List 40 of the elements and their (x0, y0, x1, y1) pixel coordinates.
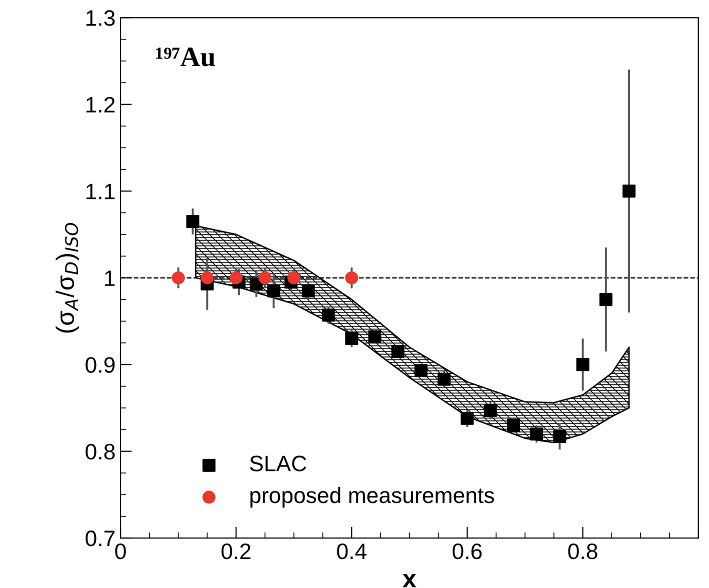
point (599, 293, 612, 306)
point (172, 271, 185, 284)
point (576, 358, 590, 372)
point (414, 364, 428, 378)
x-tick-label: 0.6 (452, 543, 482, 560)
point (460, 412, 474, 425)
y-axis-title: (σ$_{A}$/σ$_{D}$)$_{ISO}$ (56, 222, 80, 333)
legend-label: proposed measurements (250, 486, 494, 508)
point (368, 330, 382, 344)
y-tick-label: 0.9 (86, 357, 115, 373)
x-tick-label: 0.4 (337, 543, 366, 560)
point (302, 284, 315, 298)
annotation: ¹⁹⁷Au (156, 48, 215, 66)
point (345, 332, 358, 346)
point (530, 427, 544, 440)
legend-label: SLAC (250, 456, 306, 472)
point (622, 184, 636, 198)
point (438, 372, 451, 386)
point (506, 418, 520, 432)
point (200, 271, 214, 284)
point (287, 271, 300, 284)
x-tick-label: 0.8 (568, 543, 598, 560)
y-tick-label: 1 (105, 270, 115, 286)
point (553, 430, 566, 444)
y-tick-label: 0.8 (86, 444, 115, 460)
point (230, 271, 243, 284)
y-tick-label: 0.7 (86, 530, 115, 546)
point (258, 271, 272, 284)
x-tick-label: 0 (115, 543, 126, 560)
point (391, 345, 404, 358)
point (322, 308, 336, 322)
point (345, 271, 358, 284)
point (484, 404, 497, 418)
y-tick-label: 1.3 (86, 10, 115, 26)
point (186, 214, 200, 228)
x-tick-label: 0.2 (222, 543, 250, 560)
y-tick-label: 1.2 (86, 96, 115, 112)
x-axis-title: x (402, 574, 416, 588)
y-tick-label: 1.1 (86, 184, 115, 200)
point (267, 284, 280, 298)
